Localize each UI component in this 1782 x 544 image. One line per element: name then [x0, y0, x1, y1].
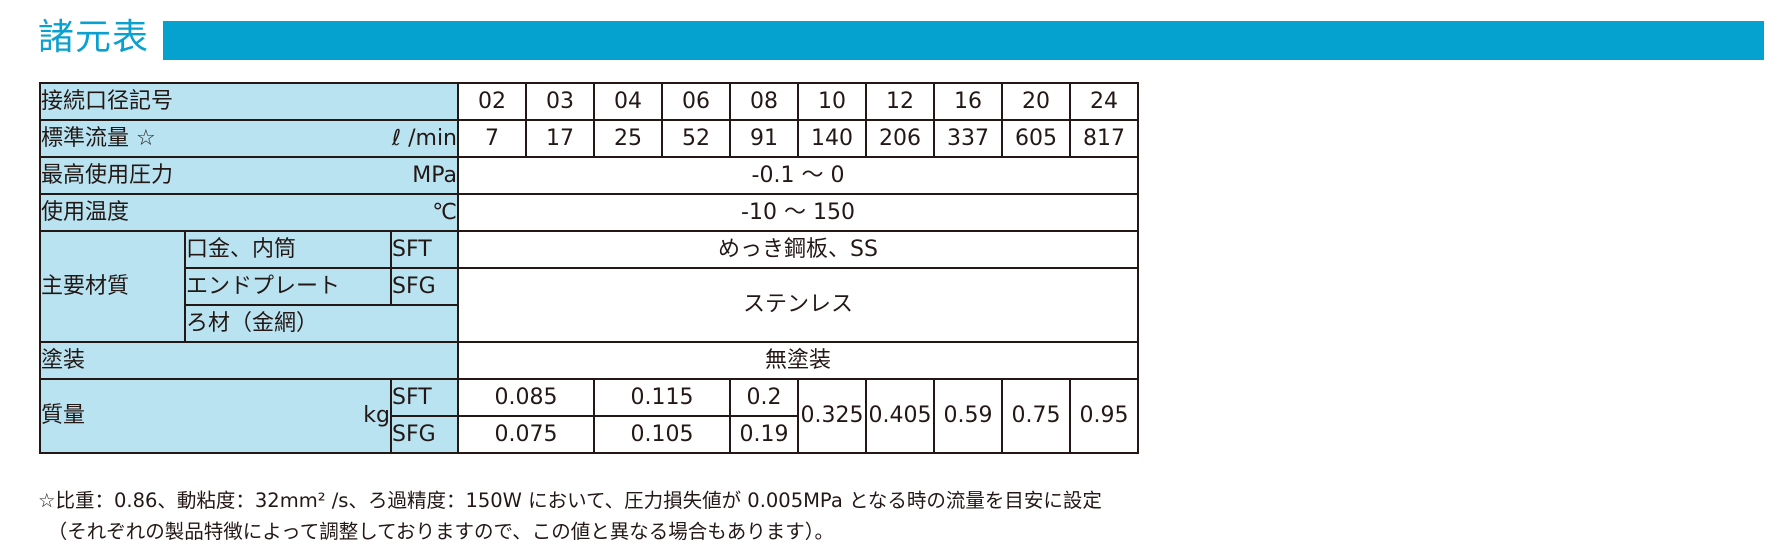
size-cell: 04 [593, 82, 663, 121]
mass-common-cell: 0.405 [865, 378, 935, 454]
size-cell: 02 [457, 82, 527, 121]
flow-cell: 17 [525, 119, 595, 158]
size-cell: 12 [865, 82, 935, 121]
mass-sft-cell: 0.085 [457, 378, 595, 417]
temp-header: 使用温度 ℃ [39, 193, 459, 232]
pressure-unit: MPa [412, 162, 457, 188]
flow-cell: 7 [457, 119, 527, 158]
material-sft-value: めっき鋼板、SS [457, 230, 1139, 269]
row-temperature: 使用温度 ℃ -10 ～ 150 [39, 193, 1139, 232]
flow-label: 標準流量 ☆ [41, 125, 156, 151]
flow-unit: ℓ /min [392, 125, 457, 151]
mass-sfg-cell: 0.105 [593, 415, 731, 454]
temp-unit: ℃ [432, 199, 457, 225]
mass-sft-cell: 0.2 [729, 378, 799, 417]
coating-label: 塗装 [39, 341, 459, 380]
size-cell: 10 [797, 82, 867, 121]
row-size: 接続口径記号 02 03 04 06 08 10 12 16 20 24 [39, 82, 1139, 121]
row-material-2: エンドプレート SFG ステンレス [40, 267, 1139, 343]
mass-common-cell: 0.95 [1069, 378, 1139, 454]
mass-sfg-cell: 0.075 [457, 415, 595, 454]
size-cell: 16 [933, 82, 1003, 121]
material-end-plate: エンドプレート [184, 267, 392, 306]
flow-cell: 206 [865, 119, 935, 158]
row-mass-sfg: SFG 0.075 0.105 0.19 [40, 415, 1138, 454]
temp-label: 使用温度 [41, 199, 130, 225]
material-filter: ろ材（金網） [184, 304, 459, 343]
mass-common-cell: 0.325 [797, 378, 867, 454]
row-material-1: 主要材質 口金、内筒 SFT めっき鋼板、SS [39, 230, 1139, 343]
flow-cell: 140 [797, 119, 867, 158]
row-material-3: ろ材（金網） [40, 304, 1138, 343]
material-label: 主要材質 [39, 230, 186, 343]
material-sft: SFT [390, 230, 459, 269]
footnote-line-2: （それぞれの製品特徴によって調整しておりますので、この値と異なる場合もあります）… [38, 520, 835, 543]
flow-header: 標準流量 ☆ ℓ /min [39, 119, 459, 158]
mass-header: 質量 kg [39, 378, 392, 454]
pressure-label: 最高使用圧力 [41, 162, 174, 188]
flow-cell: 337 [933, 119, 1003, 158]
coating-value: 無塗装 [457, 341, 1139, 380]
size-cell: 08 [729, 82, 799, 121]
temp-value: -10 ～ 150 [457, 193, 1139, 232]
mass-unit: kg [363, 403, 390, 428]
row-flow: 標準流量 ☆ ℓ /min 7 17 25 52 91 140 206 337 … [39, 119, 1139, 158]
mass-common-cell: 0.75 [1001, 378, 1071, 454]
footnote-line-1: ☆比重：0.86、動粘度：32mm² /s、ろ過精度：150W において、圧力損… [38, 489, 1102, 512]
pressure-header: 最高使用圧力 MPa [39, 156, 459, 195]
flow-cell: 25 [593, 119, 663, 158]
mass-sfg-label: SFG [390, 415, 459, 454]
mass-sft-cell: 0.115 [593, 378, 731, 417]
title-bar [163, 21, 1764, 60]
size-cell: 03 [525, 82, 595, 121]
mass-label: 質量 [41, 403, 86, 428]
row-pressure: 最高使用圧力 MPa -0.1 ～ 0 [39, 156, 1139, 195]
row-mass-sft: 質量 kg SFT 0.085 0.115 0.2 0.325 0.405 0.… [39, 378, 1139, 454]
flow-cell: 605 [1001, 119, 1071, 158]
size-cell: 24 [1069, 82, 1139, 121]
size-label: 接続口径記号 [39, 82, 459, 121]
mass-sft-label: SFT [390, 378, 459, 417]
size-cell: 06 [661, 82, 731, 121]
material-sfg-value: ステンレス [457, 267, 1139, 343]
flow-cell: 91 [729, 119, 799, 158]
page-title: 諸元表 [38, 17, 150, 58]
spec-table: 接続口径記号 02 03 04 06 08 10 12 16 20 24 標準流… [39, 82, 1139, 454]
pressure-value: -0.1 ～ 0 [457, 156, 1139, 195]
flow-cell: 817 [1069, 119, 1139, 158]
size-cell: 20 [1001, 82, 1071, 121]
mass-sfg-cell: 0.19 [729, 415, 799, 454]
mass-common-cell: 0.59 [933, 378, 1003, 454]
material-sfg: SFG [390, 267, 459, 306]
row-coating: 塗装 無塗装 [39, 341, 1139, 380]
material-cap: 口金、内筒 [184, 230, 392, 269]
flow-cell: 52 [661, 119, 731, 158]
